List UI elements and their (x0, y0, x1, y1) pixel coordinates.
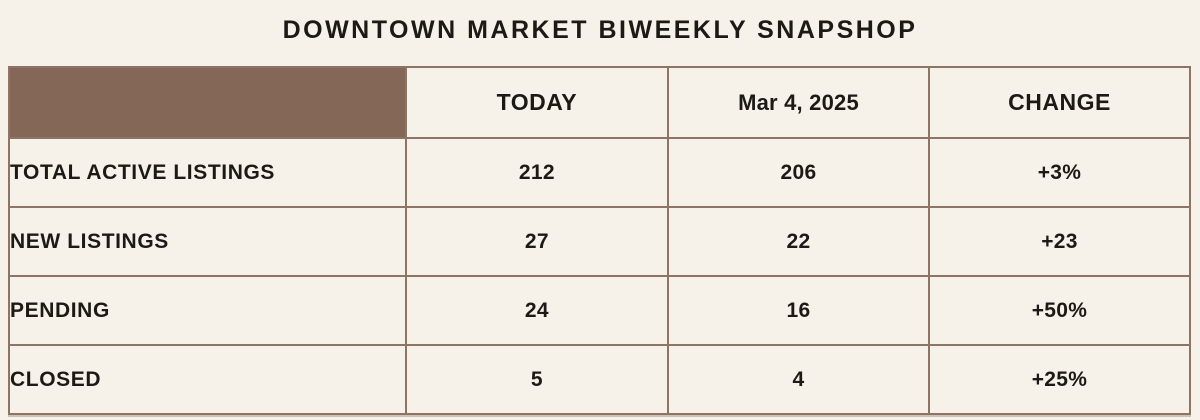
table-header: TODAY Mar 4, 2025 CHANGE (8, 66, 1192, 139)
row-label-new-listings: NEW LISTINGS (8, 206, 407, 277)
column-header-today: TODAY (404, 66, 669, 139)
header-corner-cell (8, 66, 407, 139)
table-body: TOTAL ACTIVE LISTINGS 212 206 +3% NEW LI… (8, 137, 1192, 415)
cell-closed-change: +25% (927, 344, 1192, 415)
table-row: NEW LISTINGS 27 22 +23 (8, 206, 1192, 277)
table-row: PENDING 24 16 +50% (8, 275, 1192, 346)
cell-new-listings-prior: 22 (666, 206, 930, 277)
cell-new-listings-change: +23 (927, 206, 1192, 277)
snapshot-table: TODAY Mar 4, 2025 CHANGE TOTAL ACTIVE LI… (8, 66, 1192, 415)
row-label-total-active-listings: TOTAL ACTIVE LISTINGS (8, 137, 407, 208)
cell-closed-prior: 4 (666, 344, 930, 415)
cell-total-active-today: 212 (404, 137, 669, 208)
page-title: DOWNTOWN MARKET BIWEEKLY SNAPSHOP (282, 16, 918, 44)
cell-closed-today: 5 (404, 344, 669, 415)
snapshot-table-container: TODAY Mar 4, 2025 CHANGE TOTAL ACTIVE LI… (8, 66, 1192, 415)
table-row: CLOSED 5 4 +25% (8, 344, 1192, 415)
cell-total-active-prior: 206 (666, 137, 930, 208)
cell-pending-today: 24 (404, 275, 669, 346)
column-header-prior-date: Mar 4, 2025 (666, 66, 930, 139)
table-row: TOTAL ACTIVE LISTINGS 212 206 +3% (8, 137, 1192, 208)
cell-pending-change: +50% (927, 275, 1192, 346)
row-label-pending: PENDING (8, 275, 407, 346)
cell-new-listings-today: 27 (404, 206, 669, 277)
cell-pending-prior: 16 (666, 275, 930, 346)
column-header-change: CHANGE (927, 66, 1192, 139)
header-row: TODAY Mar 4, 2025 CHANGE (8, 66, 1192, 139)
row-label-closed: CLOSED (8, 344, 407, 415)
cell-total-active-change: +3% (927, 137, 1192, 208)
